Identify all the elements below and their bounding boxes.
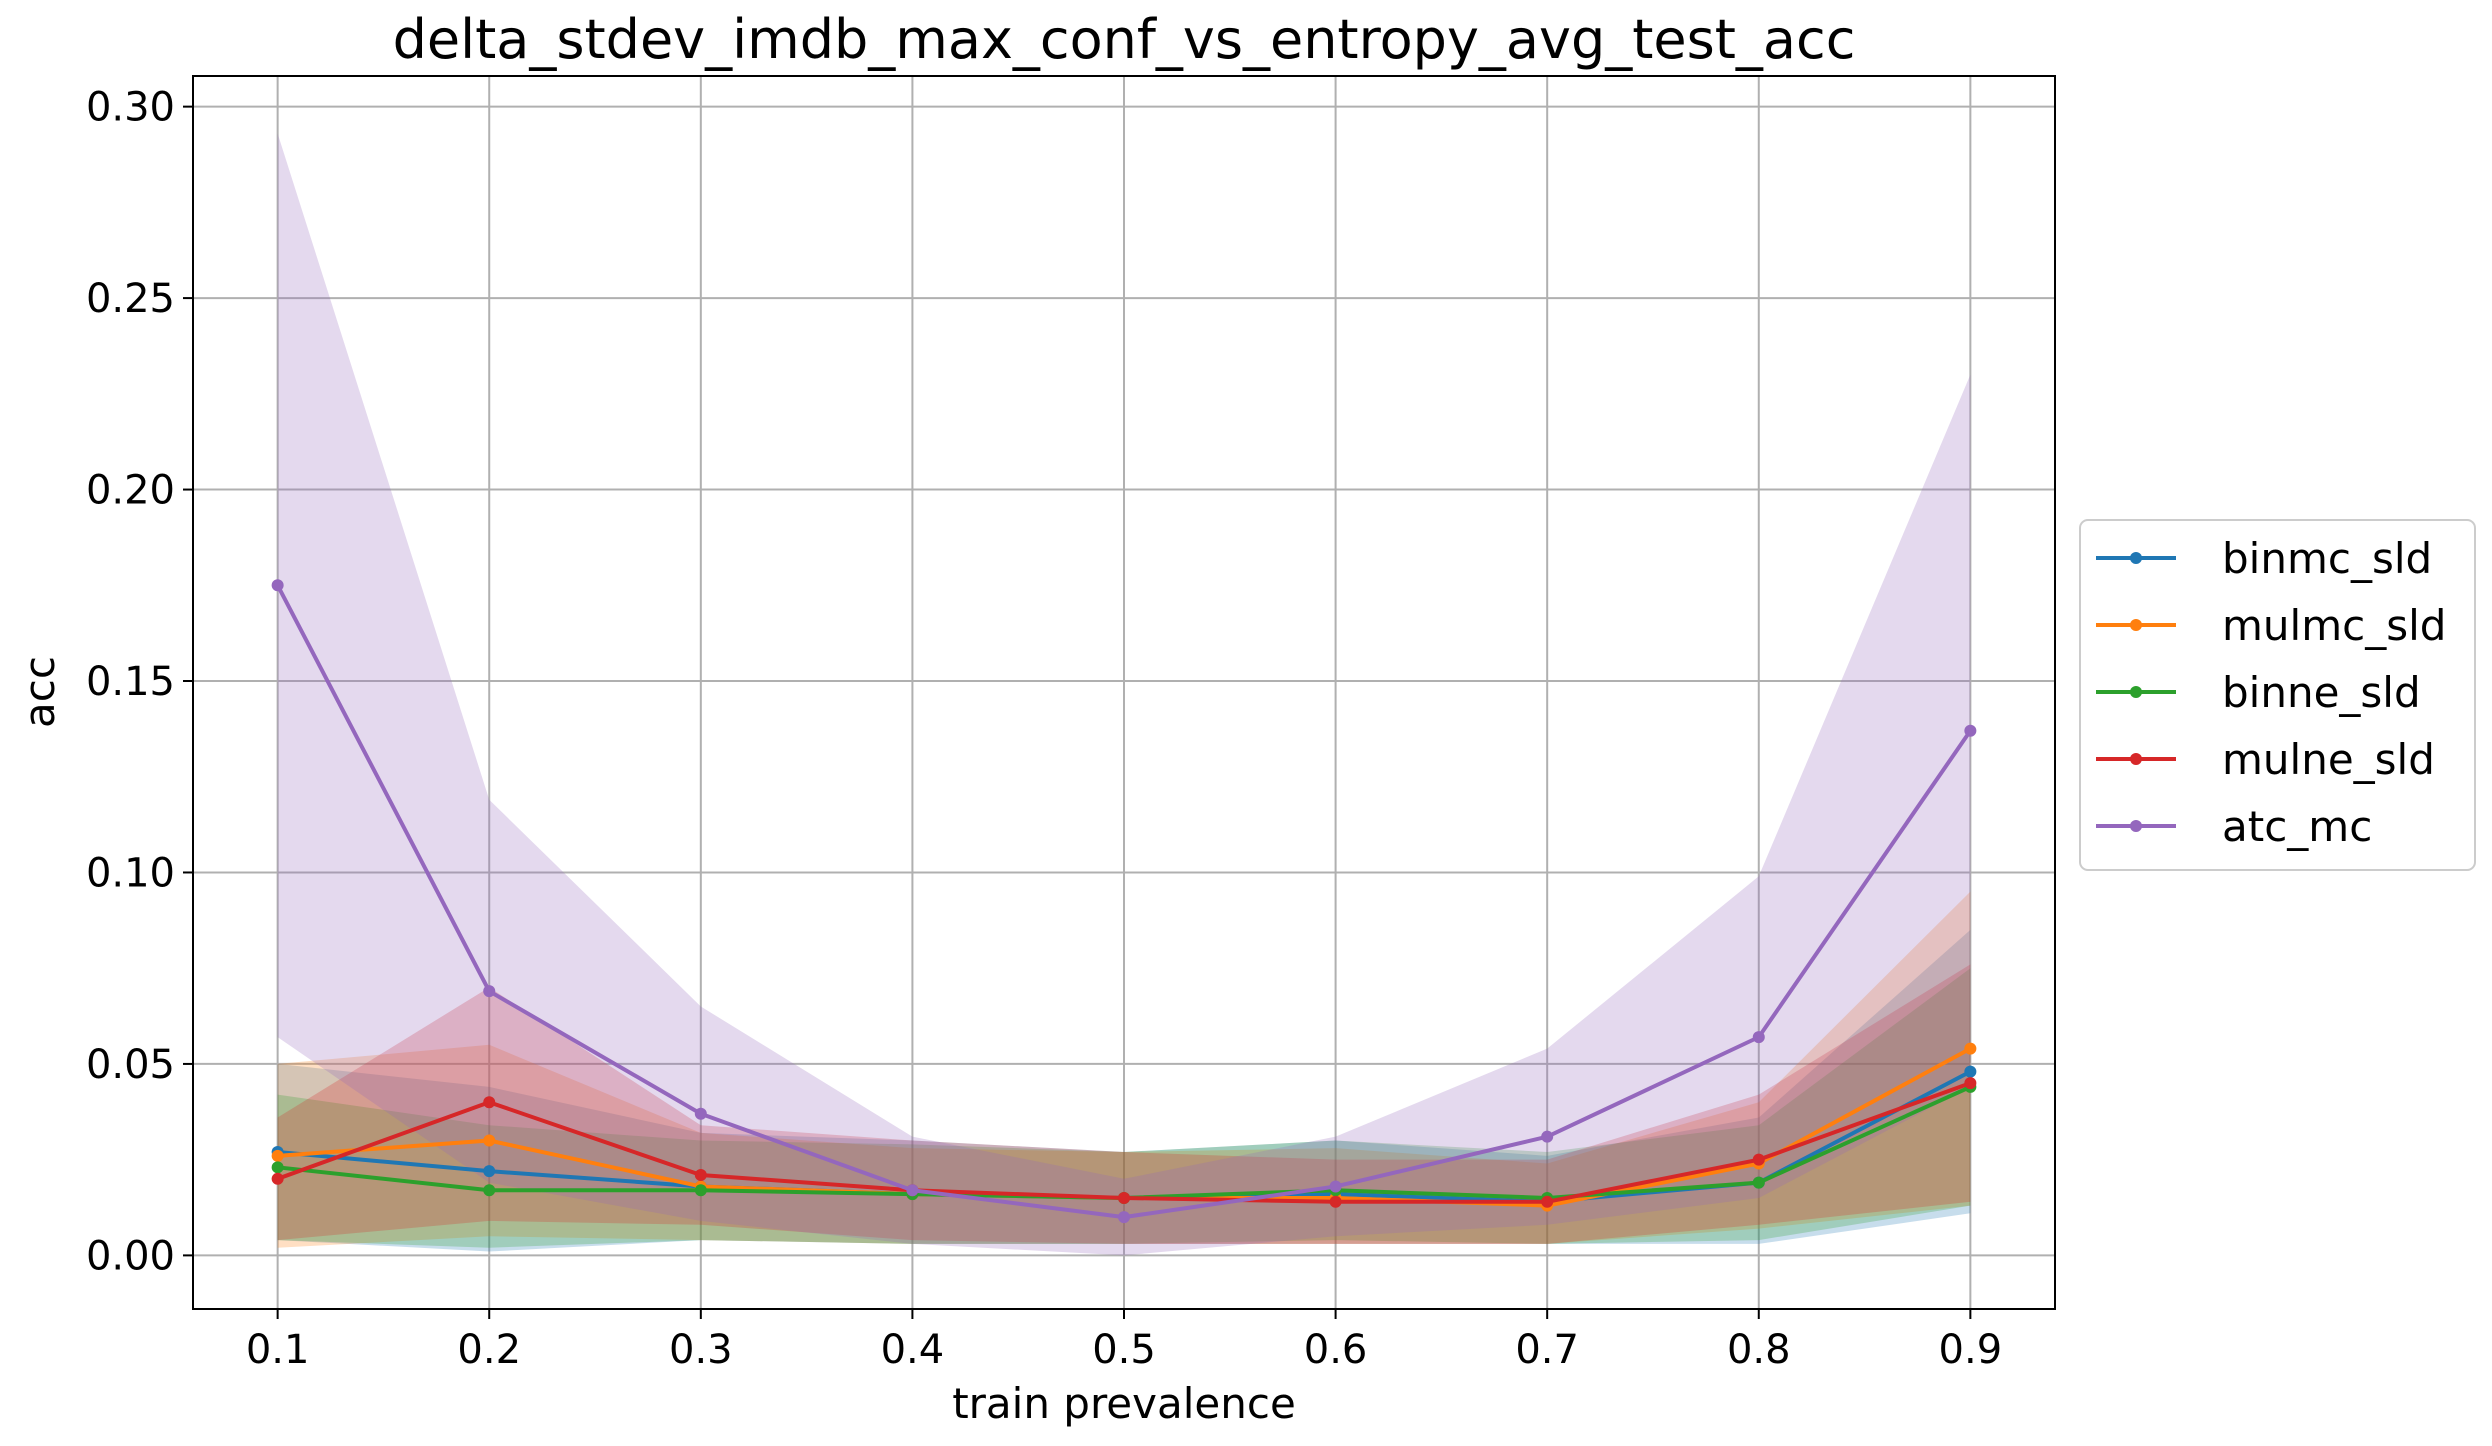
data-point-mulne_sld <box>1118 1191 1130 1204</box>
x-tick-label: 0.9 <box>1939 1327 2003 1373</box>
chart-title: delta_stdev_imdb_max_conf_vs_entropy_avg… <box>393 8 1856 71</box>
data-point-mulne_sld <box>271 1172 284 1185</box>
tick-layer: 0.1 0.2 0.3 0.4 0.5 0.6 0.7 0.8 0.9 0.00 0.05 0.10 0… <box>86 85 2002 1373</box>
data-point-atc_mc <box>483 985 496 998</box>
legend-items: binmc_sld mulmc_sld binne_sld mulne_sld atc_… <box>2096 534 2446 851</box>
data-point-mulne_sld <box>694 1168 707 1181</box>
legend-frame <box>2079 519 2476 871</box>
data-point-mulne_sld <box>1329 1195 1342 1208</box>
data-point-mulmc_sld <box>271 1149 284 1162</box>
y-tick-label: 0.05 <box>86 1042 175 1088</box>
x-tick-label: 0.4 <box>881 1327 945 1373</box>
legend-swatch-marker <box>2130 552 2142 564</box>
x-tick-label: 0.8 <box>1727 1327 1791 1373</box>
x-tick-label: 0.1 <box>246 1327 310 1373</box>
data-point-atc_mc <box>694 1107 707 1120</box>
legend-label: mulmc_sld <box>2222 601 2446 650</box>
legend-item-mulmc_sld: mulmc_sld <box>2096 601 2446 650</box>
confidence-band-mulmc_sld <box>277 891 1971 1248</box>
data-point-mulne_sld <box>1964 1077 1977 1090</box>
x-tick-label: 0.3 <box>669 1327 733 1373</box>
data-point-binne_sld <box>271 1161 284 1174</box>
data-point-atc_mc <box>1329 1180 1342 1193</box>
legend-swatch-marker <box>2130 619 2142 631</box>
x-tick-label: 0.6 <box>1304 1327 1368 1373</box>
legend-item-atc_mc: atc_mc <box>2096 802 2372 851</box>
data-point-binne_sld <box>694 1184 707 1197</box>
data-point-atc_mc <box>1118 1211 1130 1224</box>
data-point-mulne_sld <box>483 1096 496 1109</box>
legend-label: binne_sld <box>2222 668 2421 717</box>
y-tick-label: 0.00 <box>86 1233 175 1279</box>
line-layer <box>271 579 1977 1224</box>
y-axis-label: acc <box>15 656 64 728</box>
grid-layer <box>193 76 2055 1309</box>
legend-label: binmc_sld <box>2222 534 2432 583</box>
x-tick-label: 0.7 <box>1515 1327 1579 1373</box>
legend: binmc_sld mulmc_sld binne_sld mulne_sld atc_… <box>2079 519 2476 871</box>
legend-label: atc_mc <box>2222 802 2372 851</box>
legend-item-binne_sld: binne_sld <box>2096 668 2421 717</box>
data-point-atc_mc <box>271 579 284 592</box>
legend-swatch-marker <box>2130 820 2142 832</box>
data-point-mulmc_sld <box>1964 1042 1977 1055</box>
data-point-mulne_sld <box>1541 1195 1554 1208</box>
data-point-binne_sld <box>483 1184 496 1197</box>
data-point-mulne_sld <box>1752 1153 1765 1166</box>
data-point-binne_sld <box>1752 1176 1765 1189</box>
y-tick-label: 0.15 <box>86 659 175 705</box>
legend-swatch-marker <box>2130 686 2142 698</box>
legend-label: mulne_sld <box>2222 735 2435 784</box>
data-point-atc_mc <box>1752 1031 1765 1044</box>
y-tick-label: 0.25 <box>86 276 175 322</box>
x-tick-label: 0.2 <box>457 1327 521 1373</box>
data-point-atc_mc <box>1541 1130 1554 1143</box>
data-point-binmc_sld <box>483 1165 496 1178</box>
y-tick-label: 0.10 <box>86 850 175 896</box>
x-axis-label: train prevalence <box>952 1379 1296 1428</box>
legend-item-binmc_sld: binmc_sld <box>2096 534 2432 583</box>
data-point-atc_mc <box>1964 724 1977 737</box>
y-tick-label: 0.30 <box>86 85 175 131</box>
data-point-atc_mc <box>906 1184 919 1197</box>
x-tick-label: 0.5 <box>1092 1327 1156 1373</box>
data-point-mulmc_sld <box>483 1134 496 1147</box>
legend-item-mulne_sld: mulne_sld <box>2096 735 2435 784</box>
legend-swatch-marker <box>2130 753 2142 765</box>
y-tick-label: 0.20 <box>86 468 175 514</box>
data-point-binmc_sld <box>1964 1065 1977 1078</box>
